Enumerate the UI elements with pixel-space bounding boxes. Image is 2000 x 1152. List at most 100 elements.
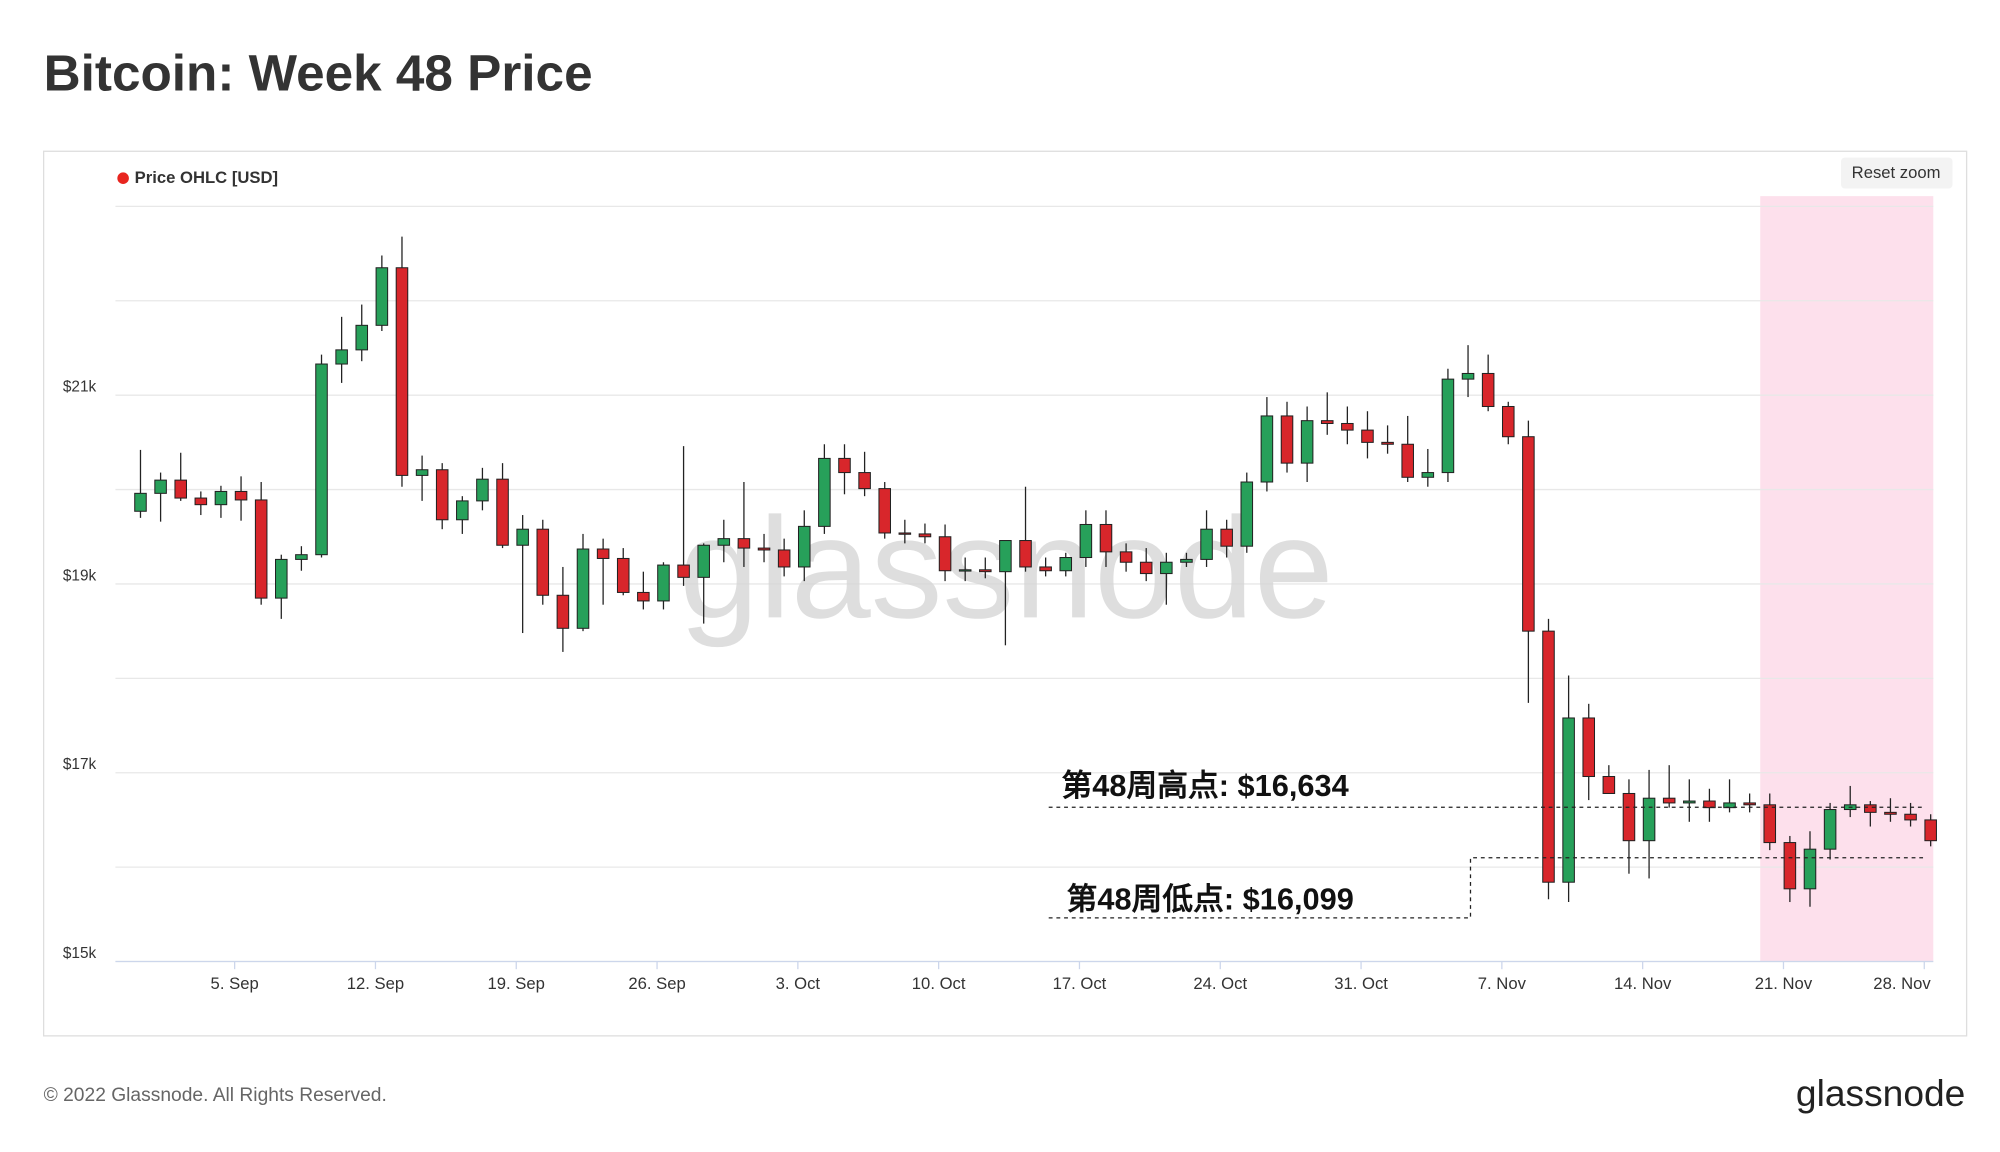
candle-body (1260, 415, 1274, 483)
candle-body (1642, 797, 1656, 842)
y-tick-label: $21k (63, 379, 97, 396)
candle-body (958, 569, 972, 572)
x-tick-label: 14. Nov (1614, 974, 1672, 993)
candle-body (1803, 848, 1817, 890)
candle-body (234, 490, 248, 501)
candle-body (1139, 561, 1153, 575)
candle-body (1240, 481, 1254, 547)
candle-body (1783, 842, 1797, 890)
candle-body (174, 479, 187, 499)
candle-body (1361, 429, 1374, 443)
button-bg[interactable] (1840, 157, 1953, 189)
candle-body (1039, 566, 1052, 572)
candle-body (214, 490, 228, 506)
candle-body (315, 363, 328, 556)
candle-body (1059, 557, 1073, 572)
candle-body (737, 538, 751, 549)
candle-body (938, 536, 952, 572)
x-tick-label: 7. Nov (1478, 974, 1527, 993)
candle-body (898, 532, 912, 535)
candle-body (797, 525, 811, 568)
candle-body (637, 591, 650, 602)
candle-body (1401, 443, 1414, 478)
candle-body (697, 544, 710, 578)
candle-body (1884, 811, 1897, 815)
candle-body (1864, 804, 1877, 813)
candle-body (1542, 630, 1555, 883)
candle-body (1602, 775, 1616, 794)
candle-body (757, 547, 771, 551)
candle-body (576, 548, 590, 629)
y-tick-label: $15k (63, 945, 97, 962)
x-tick-label: 3. Oct (776, 974, 821, 993)
candle-body (1924, 819, 1937, 842)
candle-body (1622, 792, 1636, 842)
candle-body (1180, 558, 1193, 563)
candle-body (1743, 802, 1756, 806)
x-tick-label: 28. Nov (1873, 974, 1931, 993)
week-low-line (1048, 857, 1924, 919)
candle-body (254, 499, 268, 599)
candle-body (1341, 422, 1354, 431)
x-tick-label: 17. Oct (1053, 974, 1107, 993)
candle-body (596, 548, 610, 559)
week-low-label: 第48周低点: $16,099 (1067, 881, 1354, 916)
candle-body (335, 349, 348, 365)
y-tick-label: $17k (63, 756, 97, 773)
candle-body (1904, 813, 1917, 821)
candle-body (1703, 800, 1716, 809)
x-tick-label: 24. Oct (1193, 974, 1247, 993)
logo: glassnode (1796, 1072, 1965, 1114)
candle-body (657, 564, 670, 602)
candle-body (1662, 797, 1676, 804)
candle-body (1461, 372, 1475, 380)
candle-body (918, 533, 932, 538)
candle-body (979, 569, 992, 573)
candle-body (1019, 540, 1032, 568)
x-tick-label: 5. Sep (211, 974, 259, 993)
legend-label: Price OHLC [USD] (135, 168, 278, 187)
candle-body (1823, 809, 1837, 850)
candle-body (677, 564, 690, 578)
candle-body (415, 469, 429, 476)
legend-marker (117, 172, 129, 184)
candle-body (476, 478, 489, 502)
candle-body (1421, 472, 1435, 478)
candle-body (536, 528, 550, 596)
candles (134, 236, 1937, 907)
x-tick-label: 19. Sep (488, 974, 545, 993)
candle-body (838, 457, 851, 474)
candle-body (1220, 528, 1233, 547)
candle-body (1522, 436, 1535, 632)
candle-body (818, 457, 831, 527)
week-48-highlight (1760, 196, 1934, 962)
candle-body (275, 558, 288, 599)
button-label[interactable]: Reset zoom (1852, 163, 1941, 182)
x-tick-label: 10. Oct (912, 974, 966, 993)
candle-body (1160, 561, 1173, 575)
candle-body (295, 554, 308, 560)
candle-body (777, 549, 791, 568)
y-tick-label: $19k (63, 567, 97, 584)
candle-body (1582, 717, 1596, 778)
candle-body (496, 478, 509, 546)
candle-body (1079, 523, 1093, 559)
grid (115, 205, 1934, 963)
candle-body (1562, 717, 1575, 883)
copyright: © 2022 Glassnode. All Rights Reserved. (44, 1085, 387, 1106)
candle-body (375, 267, 389, 326)
candle-body (395, 267, 409, 476)
candle-body (1683, 800, 1696, 804)
candle-body (1200, 528, 1213, 560)
x-tick-label: 26. Sep (628, 974, 685, 993)
candle-body (1320, 420, 1334, 425)
candle-body (1723, 802, 1736, 809)
reset-zoom-button[interactable]: Reset zoom (1840, 157, 1953, 189)
candle-body (194, 497, 208, 506)
candle-body (1280, 415, 1294, 464)
x-tick-label: 21. Nov (1755, 974, 1813, 993)
candle-body (456, 500, 469, 521)
candle-body (516, 528, 529, 546)
